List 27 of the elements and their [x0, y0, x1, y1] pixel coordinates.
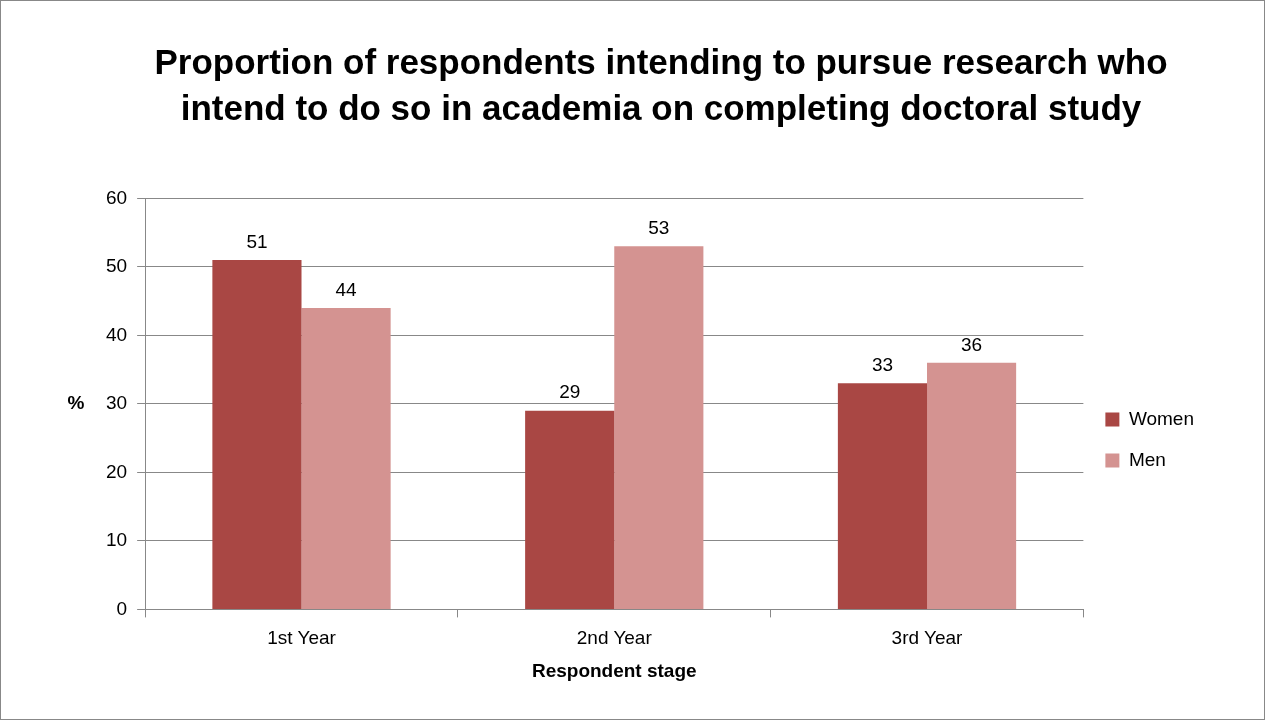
bar	[927, 362, 1017, 609]
bar	[837, 383, 928, 609]
x-axis-title: Respondent stage	[531, 659, 697, 681]
legend-label: Women	[1128, 407, 1195, 429]
x-tick-label: 1st Year	[267, 627, 337, 649]
bar	[212, 260, 302, 609]
data-label: 36	[961, 333, 983, 355]
x-tick-label: 2nd Year	[576, 627, 653, 649]
x-tick-label: 3rd Year	[891, 627, 964, 649]
data-label: 51	[246, 230, 268, 252]
bar	[525, 410, 615, 609]
y-tick-label: 0	[116, 597, 128, 619]
data-label: 29	[559, 381, 581, 403]
y-axis-title: %	[67, 392, 85, 414]
chart-title: Proportion of respondents intending to pursue research who intend to do so in academia on completing doctoral study	[153, 41, 1169, 129]
data-label: 33	[871, 354, 894, 376]
data-label: 53	[648, 217, 670, 239]
data-label: 44	[335, 278, 358, 300]
bar	[301, 308, 391, 609]
y-tick-label: 10	[105, 529, 128, 551]
y-tick-label: 30	[105, 392, 128, 414]
y-tick-label: 50	[105, 255, 128, 277]
legend-label: Men	[1128, 448, 1166, 470]
y-tick-label: 60	[105, 186, 128, 208]
y-tick-label: 20	[105, 460, 128, 482]
bar	[614, 246, 704, 609]
y-tick-label: 40	[105, 323, 128, 345]
